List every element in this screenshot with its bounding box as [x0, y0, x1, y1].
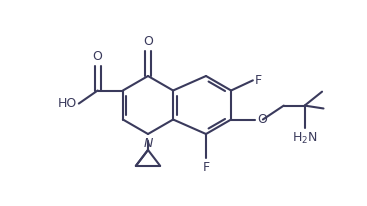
Text: F: F — [255, 74, 262, 87]
Text: HO: HO — [58, 97, 77, 110]
Text: O: O — [93, 50, 103, 63]
Text: N: N — [143, 137, 153, 150]
Text: O: O — [143, 35, 153, 48]
Text: F: F — [203, 161, 210, 174]
Text: O: O — [257, 113, 267, 126]
Text: H$_2$N: H$_2$N — [292, 131, 317, 146]
